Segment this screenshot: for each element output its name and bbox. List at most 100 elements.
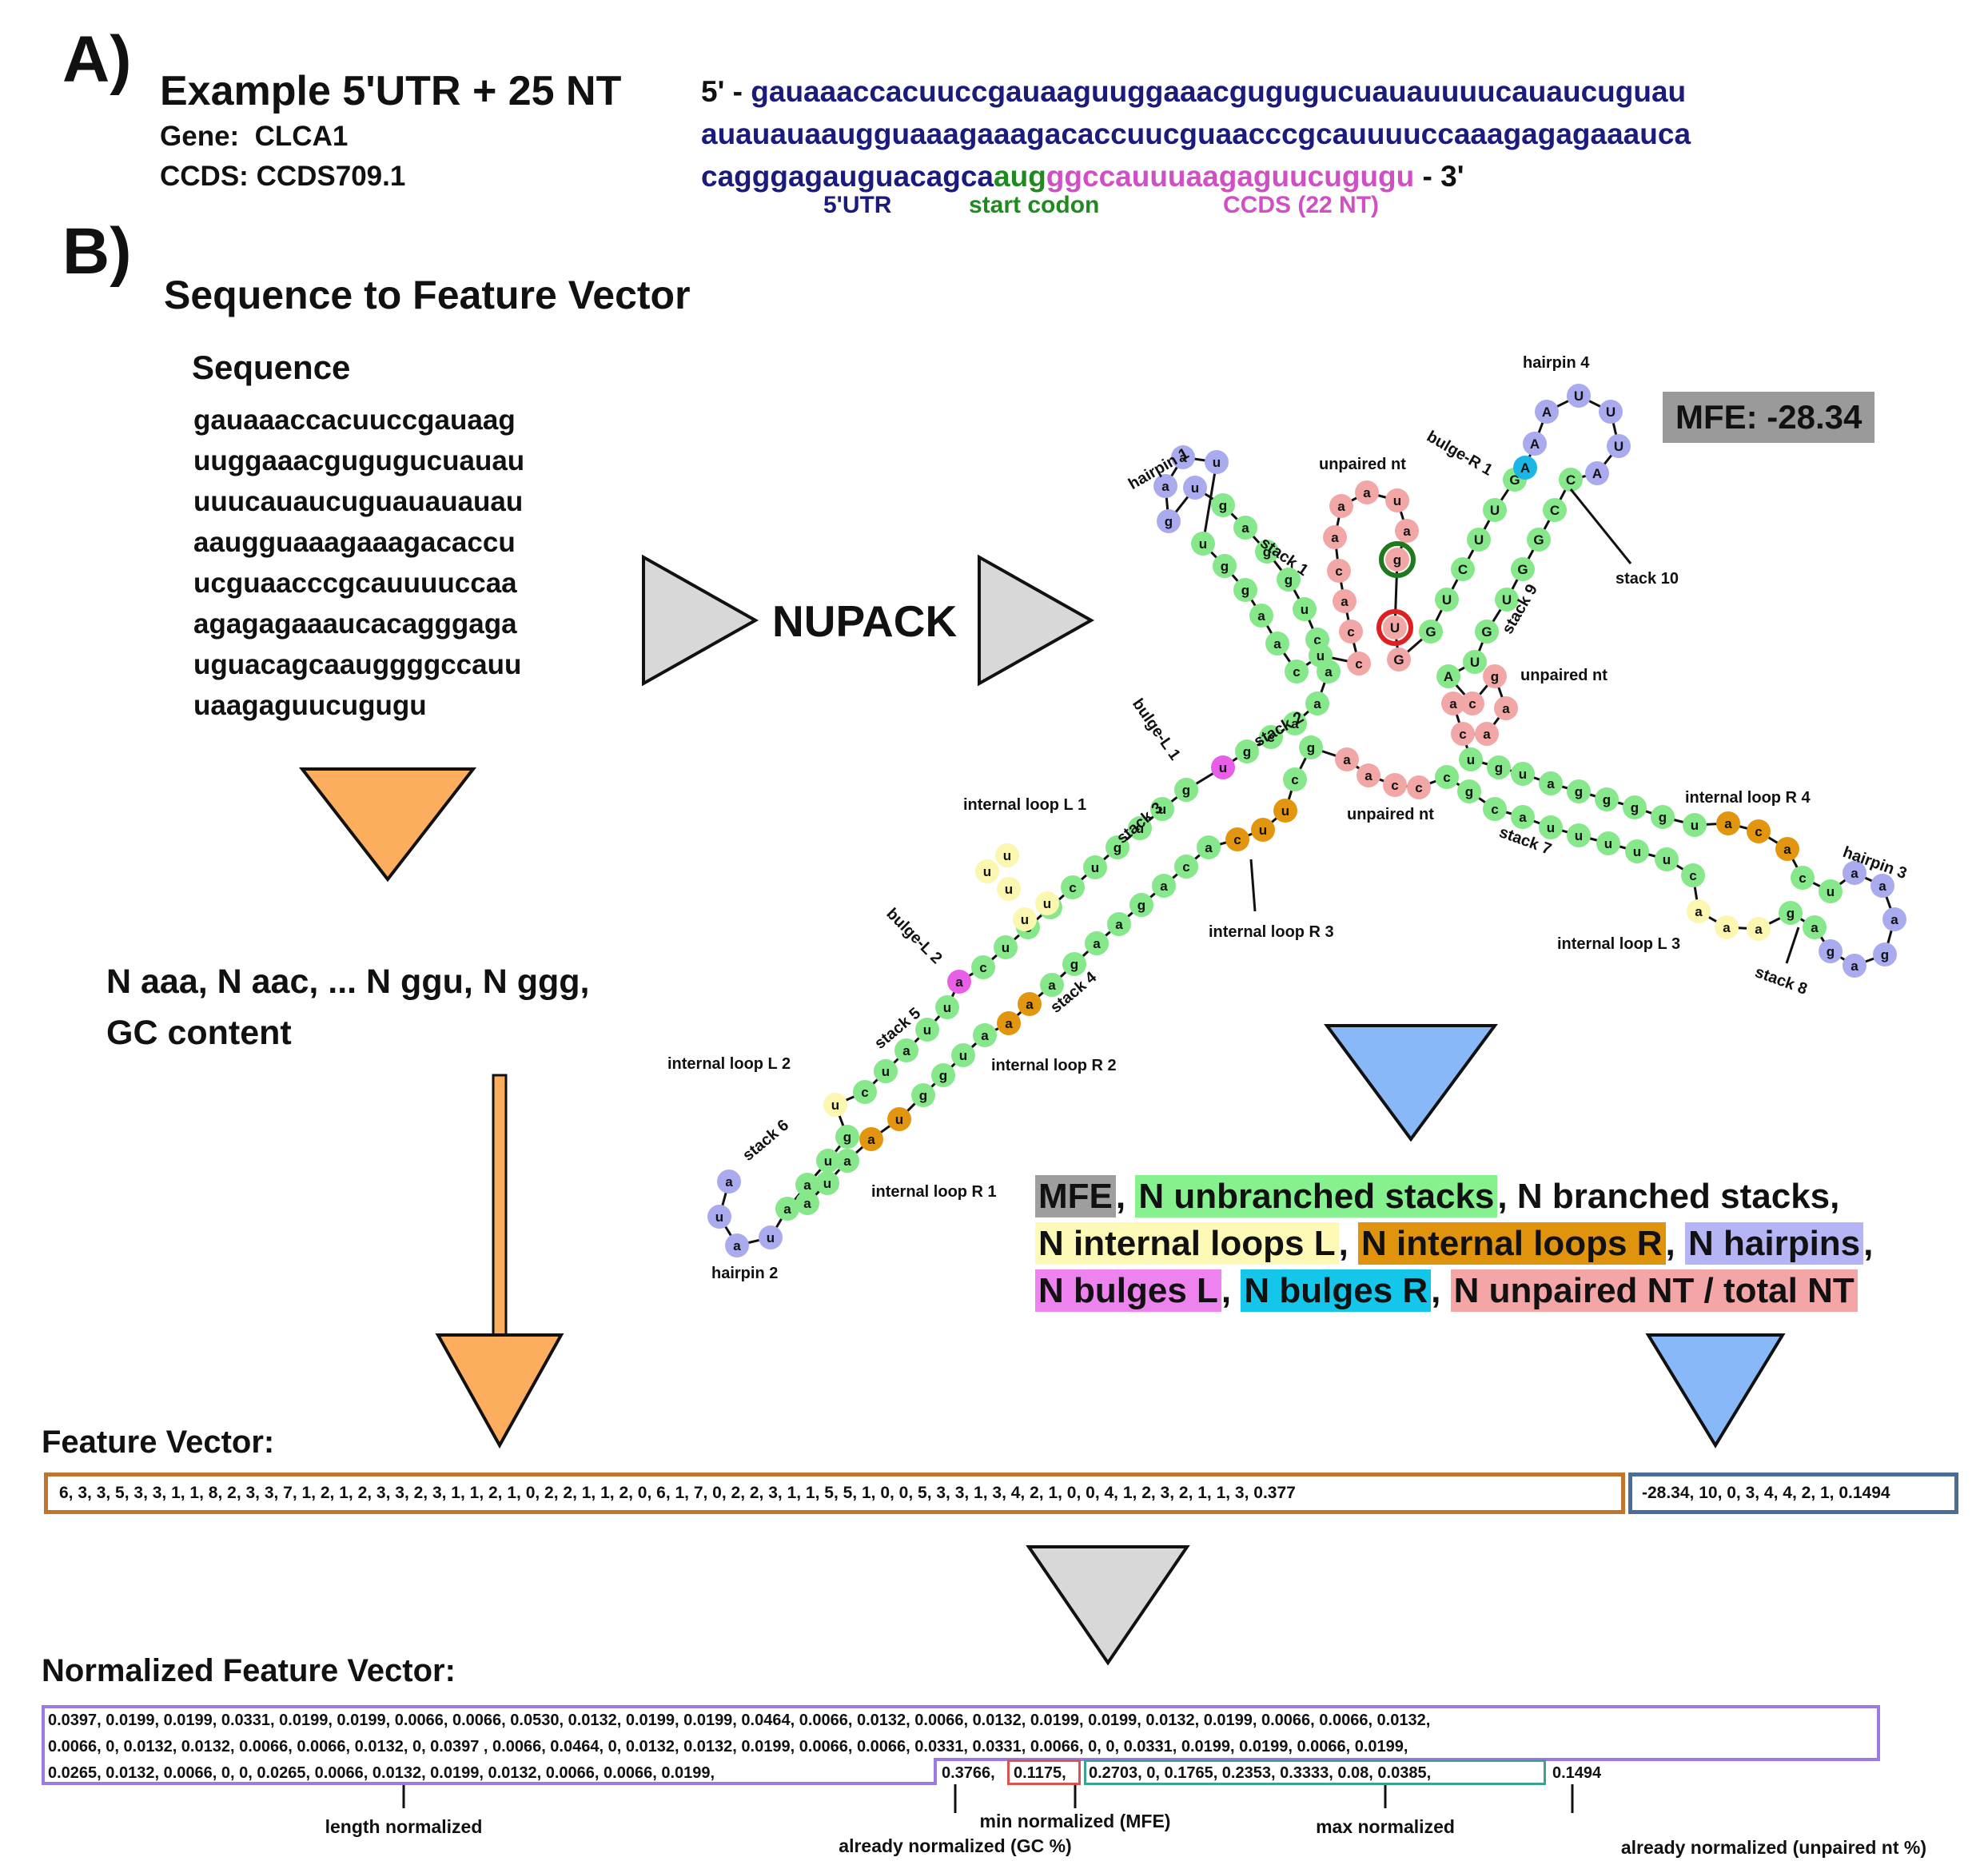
nucleotide-letter: a bbox=[981, 1028, 989, 1043]
nucleotide-hairpin bbox=[1585, 461, 1609, 485]
nucleotide-int-r bbox=[859, 1127, 883, 1151]
nucleotide-letter: u bbox=[923, 1022, 931, 1038]
feature-vector-title: Feature Vector: bbox=[42, 1425, 275, 1460]
nucleotide-hairpin bbox=[1523, 432, 1547, 456]
nucleotide-int-r bbox=[1225, 827, 1249, 851]
nucleotide-bulge-r bbox=[1513, 456, 1537, 480]
nucleotide-letter: a bbox=[1343, 752, 1351, 767]
nucleotide-hairpin bbox=[1599, 400, 1623, 424]
nucleotide-letter: g bbox=[1575, 784, 1583, 799]
nucleotide-letter: a bbox=[1115, 917, 1123, 932]
nucleotide-letter: u bbox=[1281, 803, 1289, 819]
nucleotide-bulge-l bbox=[1211, 755, 1235, 779]
nucleotide-stack bbox=[1249, 604, 1273, 628]
normalized-length-box-bottom bbox=[42, 1758, 937, 1785]
nucleotide-stack bbox=[1567, 779, 1591, 803]
kmer-line: N aaa, N aac, ... N ggu, N ggg, bbox=[106, 962, 590, 1001]
nucleotide-unpaired bbox=[1383, 773, 1407, 797]
nucleotide-letter: a bbox=[1341, 594, 1349, 609]
separator: , bbox=[1863, 1224, 1874, 1263]
nucleotide-stack bbox=[1283, 711, 1307, 735]
nucleotide-letter: u bbox=[1393, 493, 1401, 508]
nucleotide-stack bbox=[835, 1149, 859, 1173]
nucleotide-stack bbox=[874, 1059, 898, 1083]
nucleotide-stack bbox=[1467, 528, 1491, 552]
nucleotide-hairpin bbox=[725, 1233, 749, 1257]
nucleotide-int-r bbox=[1251, 818, 1275, 842]
nucleotide-stack bbox=[1511, 557, 1535, 581]
nucleotide-stack bbox=[1150, 797, 1174, 821]
nucleotide-stack bbox=[1527, 528, 1551, 552]
nucleotide-stack bbox=[1495, 588, 1519, 612]
nucleotide-int-l bbox=[997, 877, 1021, 901]
nucleotide-stack bbox=[1681, 863, 1705, 887]
nucleotide-letter: g bbox=[1827, 944, 1835, 959]
nucleotide-stack bbox=[1595, 787, 1619, 811]
nucleotide-letter: a bbox=[1547, 776, 1555, 791]
nucleotide-letter: u bbox=[767, 1230, 775, 1245]
sequence-row: uguacagcaauggggccauu bbox=[193, 649, 522, 680]
nucleotide-stack bbox=[1623, 795, 1647, 819]
sequence-row: ucguaacccgcauuuuccaa bbox=[193, 568, 517, 599]
stack10-pointer bbox=[1569, 488, 1632, 564]
nucleotide-letter: A bbox=[1444, 669, 1453, 684]
nucleotide-letter: a bbox=[1363, 485, 1371, 500]
ccds-info: CCDS: CCDS709.1 bbox=[160, 157, 405, 197]
feature-row-1: MFE, N unbranched stacks, N branched sta… bbox=[1035, 1173, 1873, 1220]
legend-utr: 5'UTR bbox=[823, 192, 892, 218]
nucleotide-stack bbox=[951, 1043, 975, 1067]
nucleotide-letter: c bbox=[1491, 802, 1498, 817]
nucleotide-letter: c bbox=[1468, 696, 1476, 711]
nucleotide-hairpin bbox=[1183, 476, 1207, 500]
feature-internal-loops-r: N internal loops R bbox=[1358, 1222, 1666, 1265]
nucleotide-letter: a bbox=[725, 1174, 733, 1190]
annotation-gc: already normalized (GC %) bbox=[839, 1835, 1072, 1856]
nucleotide-stack bbox=[1129, 893, 1153, 917]
nucleotide-unpaired bbox=[1327, 559, 1351, 583]
three-prime-marker: - 3' bbox=[1422, 160, 1464, 193]
nucleotide-letter: c bbox=[1799, 871, 1806, 886]
nucleotide-letter: c bbox=[1689, 868, 1696, 883]
nucleotide-unpaired bbox=[1475, 722, 1499, 746]
nucleotide-letter: u bbox=[824, 1154, 832, 1169]
nucleotide-letter: g bbox=[1659, 810, 1667, 825]
panel-b-label: B) bbox=[62, 215, 132, 288]
nucleotide-hairpin bbox=[1205, 450, 1229, 474]
label-internal-loop-l-2: internal loop L 2 bbox=[667, 1055, 791, 1073]
nucleotide-letter: a bbox=[1205, 840, 1213, 855]
nucleotide-hairpin bbox=[1171, 445, 1195, 469]
utr-seq-3: cagggagauguacagca bbox=[701, 160, 994, 193]
nucleotide-letter: g bbox=[1285, 572, 1293, 588]
nucleotide-letter: u bbox=[959, 1048, 967, 1063]
nucleotide-stack bbox=[1655, 847, 1679, 871]
nucleotide-letter: a bbox=[733, 1238, 741, 1253]
feature-branched-stacks: N branched stacks, bbox=[1516, 1177, 1840, 1216]
nucleotide-stack bbox=[1463, 650, 1487, 674]
nucleotide-letter: a bbox=[1502, 701, 1510, 716]
label-internal-loop-r-1: internal loop R 1 bbox=[871, 1183, 997, 1201]
nucleotide-letter: u bbox=[1091, 860, 1099, 875]
nucleotide-stack bbox=[1475, 620, 1499, 644]
nucleotide-hairpin bbox=[759, 1225, 783, 1249]
nucleotide-int-l bbox=[975, 859, 999, 883]
nucleotide-stack bbox=[1779, 901, 1803, 925]
nucleotide-stack bbox=[894, 1038, 918, 1062]
nucleotide-letter: a bbox=[1313, 696, 1321, 711]
panel-a-label: A) bbox=[62, 23, 132, 96]
nucleotide-letter: g bbox=[1603, 792, 1611, 807]
mfe-value: 0.1175, bbox=[1014, 1764, 1066, 1782]
nucleotide-stack bbox=[1819, 879, 1843, 903]
nucleotide-stack bbox=[1211, 493, 1235, 517]
label-hairpin-4: hairpin 4 bbox=[1523, 354, 1590, 372]
nucleotide-letter: u bbox=[1003, 848, 1011, 863]
nucleotide-unpaired bbox=[1357, 763, 1380, 787]
nucleotide-letter: U bbox=[1470, 655, 1480, 670]
separator: , bbox=[1665, 1224, 1675, 1263]
nucleotide-letter: a bbox=[1890, 912, 1898, 927]
legend-start-codon: start codon bbox=[969, 192, 1100, 218]
panel-b-title: Sequence to Feature Vector bbox=[164, 273, 691, 317]
blue-down-arrow-1 bbox=[1324, 1024, 1498, 1142]
nucleotide-letter: u bbox=[1005, 882, 1013, 897]
nucleotide-letter: C bbox=[1566, 472, 1576, 488]
nucleotide-stack bbox=[1293, 597, 1317, 621]
